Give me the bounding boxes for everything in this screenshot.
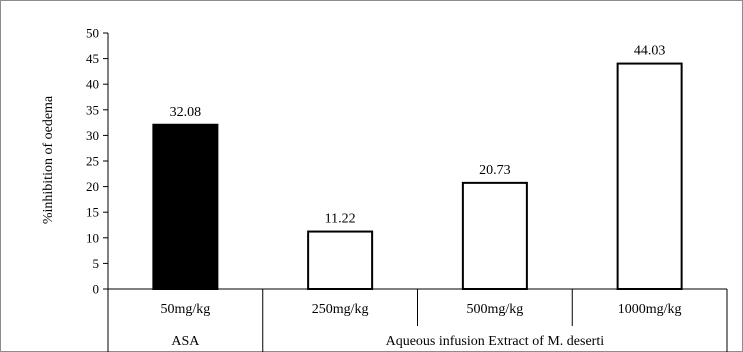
category-label: 250mg/kg: [312, 302, 369, 317]
group-label: ASA: [171, 334, 200, 349]
y-tick-label: 15: [86, 205, 99, 220]
bar-250mg-per-kg: [307, 230, 374, 291]
group-label: Aqueous infusion Extract of M. deserti: [386, 334, 605, 349]
y-tick-label: 30: [86, 128, 99, 143]
y-tick-label: 45: [86, 51, 99, 66]
bar-500mg-per-kg: [461, 181, 528, 290]
data-label: 11.22: [325, 212, 356, 227]
y-axis-label: %inhibition of oedema: [41, 95, 56, 224]
y-tick-label: 20: [86, 179, 99, 194]
data-labels: 32.08 11.22 20.73 44.03: [170, 44, 666, 227]
y-tick-label: 0: [93, 282, 100, 297]
category-table: 50mg/kg 250mg/kg 500mg/kg 1000mg/kg ASA Aqueo…: [107, 289, 728, 352]
y-tick-label: 50: [86, 26, 99, 41]
category-label: 1000mg/kg: [618, 302, 682, 317]
category-label: 500mg/kg: [466, 302, 523, 317]
data-label: 44.03: [634, 44, 666, 59]
y-tick-label: 40: [86, 77, 99, 92]
y-tick-label: 10: [86, 230, 99, 245]
data-label: 20.73: [479, 163, 511, 178]
bar-50mg-per-kg: [152, 123, 219, 290]
y-tick-label: 25: [86, 154, 99, 169]
data-label: 32.08: [170, 105, 202, 120]
bar-1000mg-per-kg: [616, 62, 683, 290]
y-tick-label: 35: [86, 102, 99, 117]
y-tick-label: 5: [93, 256, 100, 271]
bars: [152, 62, 683, 291]
category-label: 50mg/kg: [160, 302, 210, 317]
